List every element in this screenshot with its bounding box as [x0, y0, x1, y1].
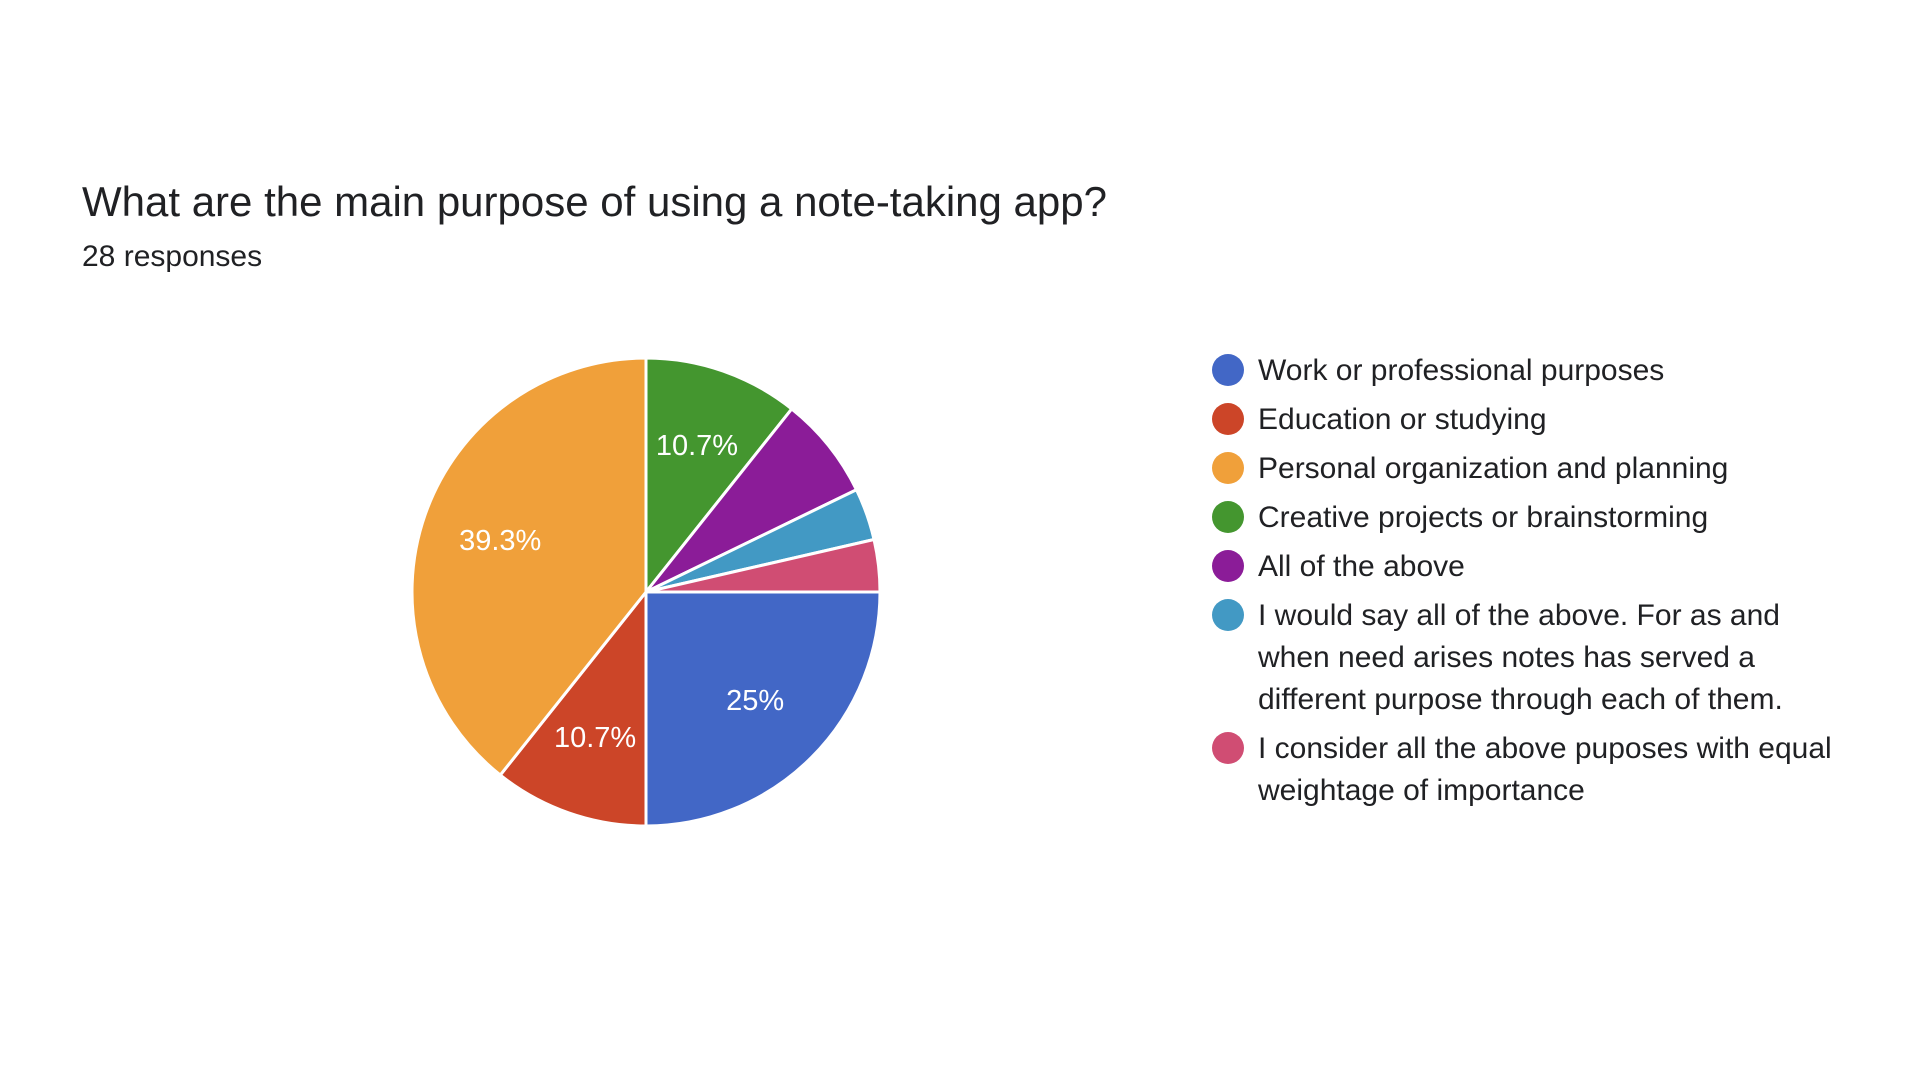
legend-swatch-icon	[1212, 354, 1244, 386]
legend-swatch-icon	[1212, 452, 1244, 484]
legend-label: All of the above	[1258, 550, 1465, 583]
legend-item-3[interactable]: Personal organization and planning	[1212, 448, 1832, 490]
legend-label: Personal organization and planning	[1258, 452, 1729, 485]
pie-slice-3[interactable]	[410, 356, 648, 777]
legend-item-4[interactable]: Creative projects or brainstorming	[1212, 497, 1832, 539]
legend-swatch-icon	[1212, 403, 1244, 435]
legend-item-6[interactable]: I would say all of the above. For as and…	[1212, 595, 1832, 721]
slice-label-3: 39.3%	[459, 525, 541, 557]
legend-swatch-icon	[1212, 550, 1244, 582]
legend-item-1[interactable]: Work or professional purposes	[1212, 350, 1832, 392]
chart-title: What are the main purpose of using a not…	[82, 178, 1107, 225]
legend-item-2[interactable]: Education or studying	[1212, 399, 1832, 441]
legend-swatch-icon	[1212, 501, 1244, 533]
legend-item-5[interactable]: All of the above	[1212, 546, 1832, 588]
response-count: 28 responses	[82, 240, 263, 273]
legend-label: Creative projects or brainstorming	[1258, 501, 1709, 534]
pie-slice-5[interactable]	[644, 407, 858, 594]
legend-swatch-icon	[1212, 599, 1244, 631]
pie-slice-4[interactable]	[644, 356, 794, 594]
pie-slice-1[interactable]	[644, 590, 882, 828]
legend-label: I would say all of the above. For as and…	[1258, 599, 1783, 716]
pie-slice-7[interactable]	[644, 538, 882, 594]
legend-label: Work or professional purposes	[1258, 354, 1665, 387]
slice-label-1: 25%	[726, 685, 784, 717]
legend-label: Education or studying	[1258, 403, 1547, 436]
pie-slice-2[interactable]	[498, 590, 648, 828]
legend-label: I consider all the above puposes with eq…	[1258, 732, 1832, 807]
chart-legend: Work or professional purposes Education o…	[1212, 350, 1832, 819]
legend-item-7[interactable]: I consider all the above puposes with eq…	[1212, 728, 1832, 812]
slice-label-2: 10.7%	[554, 722, 636, 754]
slice-label-4: 10.7%	[656, 430, 738, 462]
legend-swatch-icon	[1212, 732, 1244, 764]
